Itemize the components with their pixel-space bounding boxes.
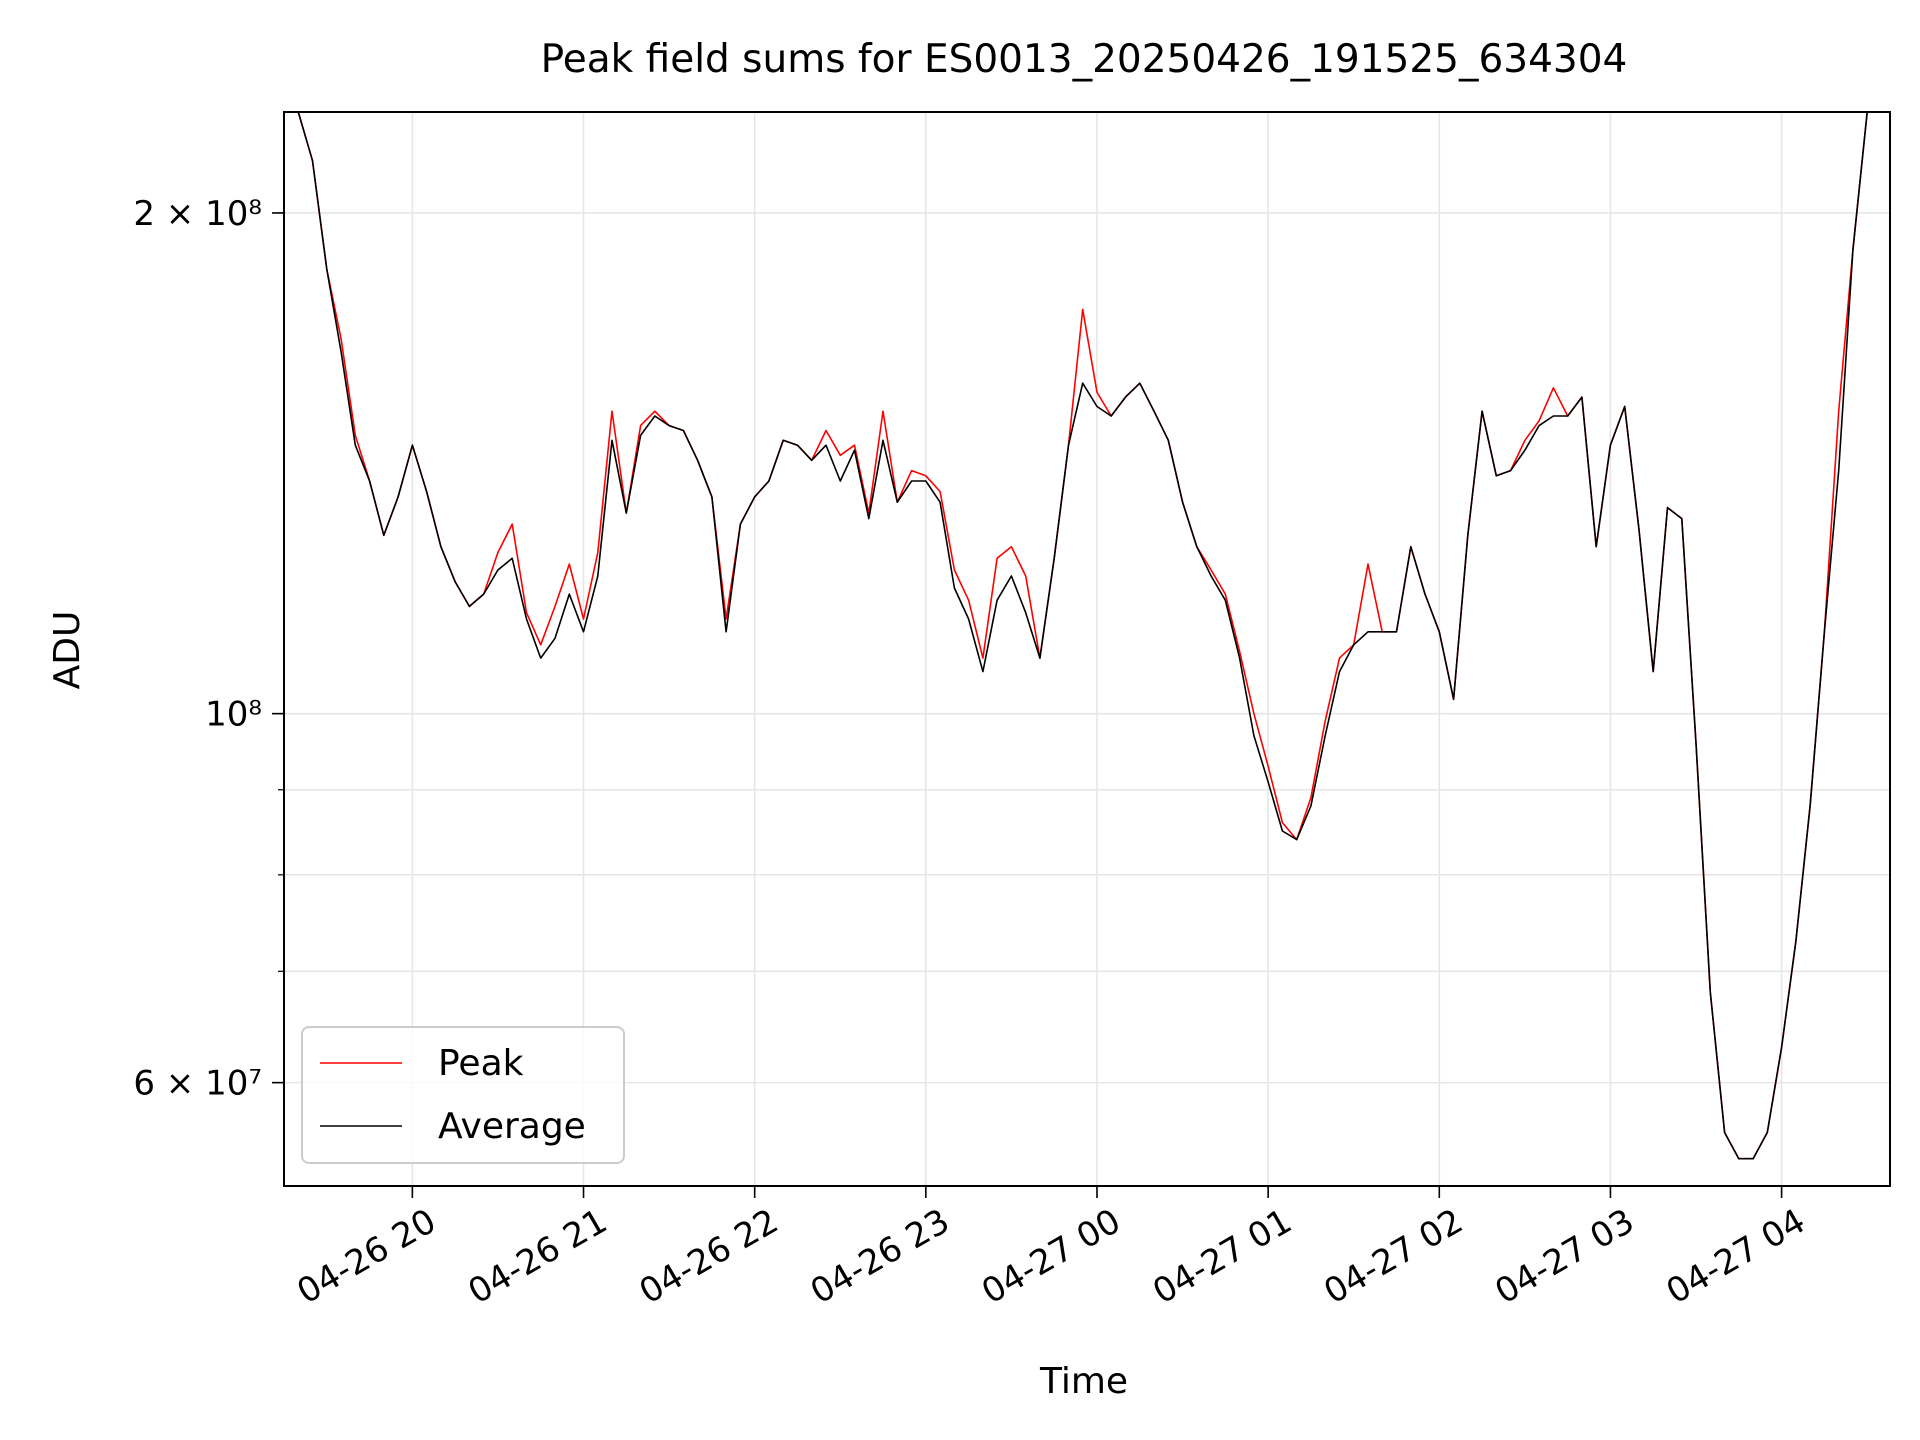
axes-frame [283, 111, 1891, 1187]
legend: Peak Average [301, 1026, 625, 1164]
grid [284, 112, 1890, 1186]
y-tick-label: 6 × 10⁷ [133, 1064, 262, 1104]
legend-label-peak: Peak [438, 1043, 524, 1084]
y-axis: 2 × 10⁸ 10⁸ 6 × 10⁷ [133, 194, 284, 1104]
legend-box [301, 1026, 625, 1164]
chart-title: Peak field sums for ES0013_20250426_1915… [541, 37, 1628, 82]
series-line-average [284, 112, 1882, 1160]
plot-area [284, 112, 1882, 1160]
y-axis-label: ADU [47, 611, 88, 690]
y-tick-label: 2 × 10⁸ [133, 194, 262, 234]
x-axis-label: Time [1039, 1361, 1128, 1402]
legend-label-average: Average [438, 1106, 586, 1147]
y-tick-label: 10⁸ [205, 695, 262, 735]
